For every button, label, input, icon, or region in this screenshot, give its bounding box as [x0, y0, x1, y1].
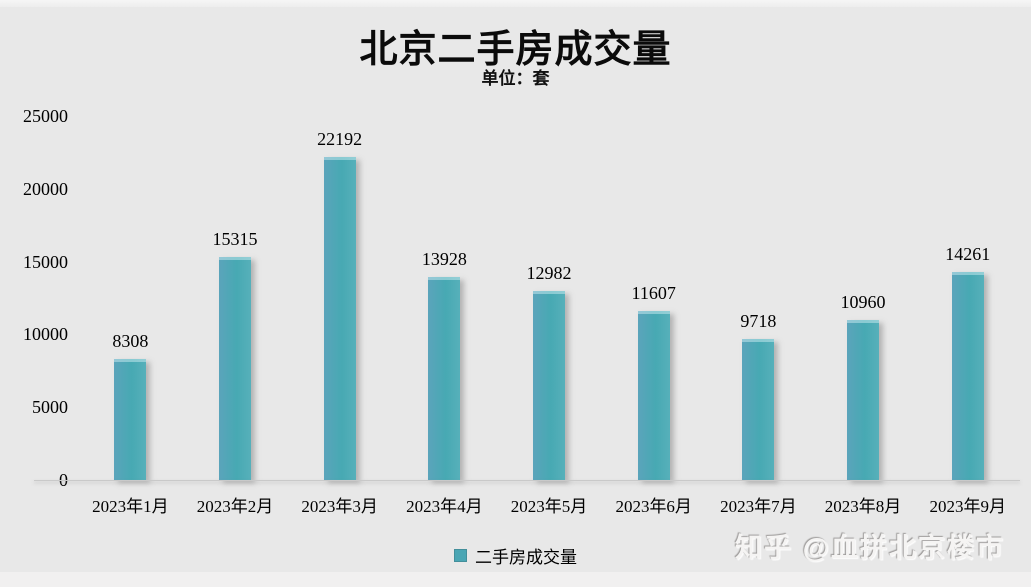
- legend-label: 二手房成交量: [475, 548, 577, 567]
- bar-column: 8308: [78, 116, 183, 480]
- bar-value-label: 13928: [421, 249, 467, 270]
- bar: [323, 156, 356, 480]
- x-tick-label: 2023年7月: [720, 497, 797, 516]
- bar-column: 10960: [811, 116, 916, 480]
- bar: [114, 359, 147, 480]
- chart-subtitle: 单位：套: [481, 69, 550, 88]
- x-tick-label: 2023年3月: [301, 497, 378, 516]
- bar-value-label: 14261: [945, 244, 991, 265]
- bar: [428, 277, 461, 480]
- y-tick-label: 25000: [23, 106, 68, 126]
- legend: 二手房成交量: [0, 543, 1031, 568]
- bar-value-label: 9718: [740, 310, 777, 331]
- bar-column: 14261: [915, 116, 1020, 480]
- bottom-edge-strip: [0, 572, 1031, 587]
- x-tick-label: 2023年8月: [824, 497, 902, 516]
- x-tick-label: 2023年5月: [510, 497, 588, 516]
- legend-marker-icon: [454, 549, 467, 562]
- x-tick-label: 2023年6月: [615, 497, 692, 516]
- chart-title: 北京二手房成交量: [359, 29, 672, 71]
- bar-column: 11607: [601, 116, 706, 480]
- y-tick-label: 0: [59, 470, 68, 490]
- top-edge-strip: [0, 0, 1031, 7]
- bar: [847, 320, 880, 480]
- bar: [637, 311, 670, 480]
- x-tick-label: 2023年1月: [92, 497, 169, 516]
- watermark: 知乎 @血拼北京楼市: [735, 533, 1005, 563]
- bar-value-label: 22192: [317, 128, 363, 149]
- bar: [951, 272, 984, 480]
- bar-column: 9718: [706, 116, 811, 480]
- y-tick-label: 5000: [32, 397, 68, 418]
- bar: [742, 338, 775, 480]
- x-axis-labels: 2023年1月 2023年2月 2023年3月 2023年4月 2023年5月 2023年…: [78, 492, 1020, 517]
- bar: [533, 290, 566, 480]
- bar-column: 13928: [392, 116, 497, 480]
- x-tick-label: 2023年9月: [929, 497, 1006, 516]
- bar-value-label: 15315: [212, 229, 258, 250]
- bar: [219, 257, 251, 480]
- y-tick-label: 10000: [23, 324, 68, 345]
- x-tick-label: 2023年2月: [196, 497, 274, 516]
- bar-value-label: 8308: [112, 331, 149, 352]
- bar-column: 15315: [183, 116, 288, 480]
- bar-column: 22192: [287, 116, 392, 480]
- bar-column: 12982: [497, 116, 602, 480]
- y-tick-label: 15000: [23, 251, 68, 272]
- bar-value-label: 11607: [631, 283, 676, 304]
- bar-value-label: 12982: [526, 262, 572, 283]
- y-tick-label: 20000: [23, 178, 68, 199]
- plot-area: 0 5000 10000 15000 20000 25000 8308 15315 22192…: [23, 106, 1020, 490]
- bar-value-label: 10960: [840, 292, 886, 313]
- x-tick-label: 2023年4月: [406, 497, 483, 516]
- bars-container: 8308 15315 22192 13928 12982 11607 9718 10960 14…: [78, 116, 1020, 480]
